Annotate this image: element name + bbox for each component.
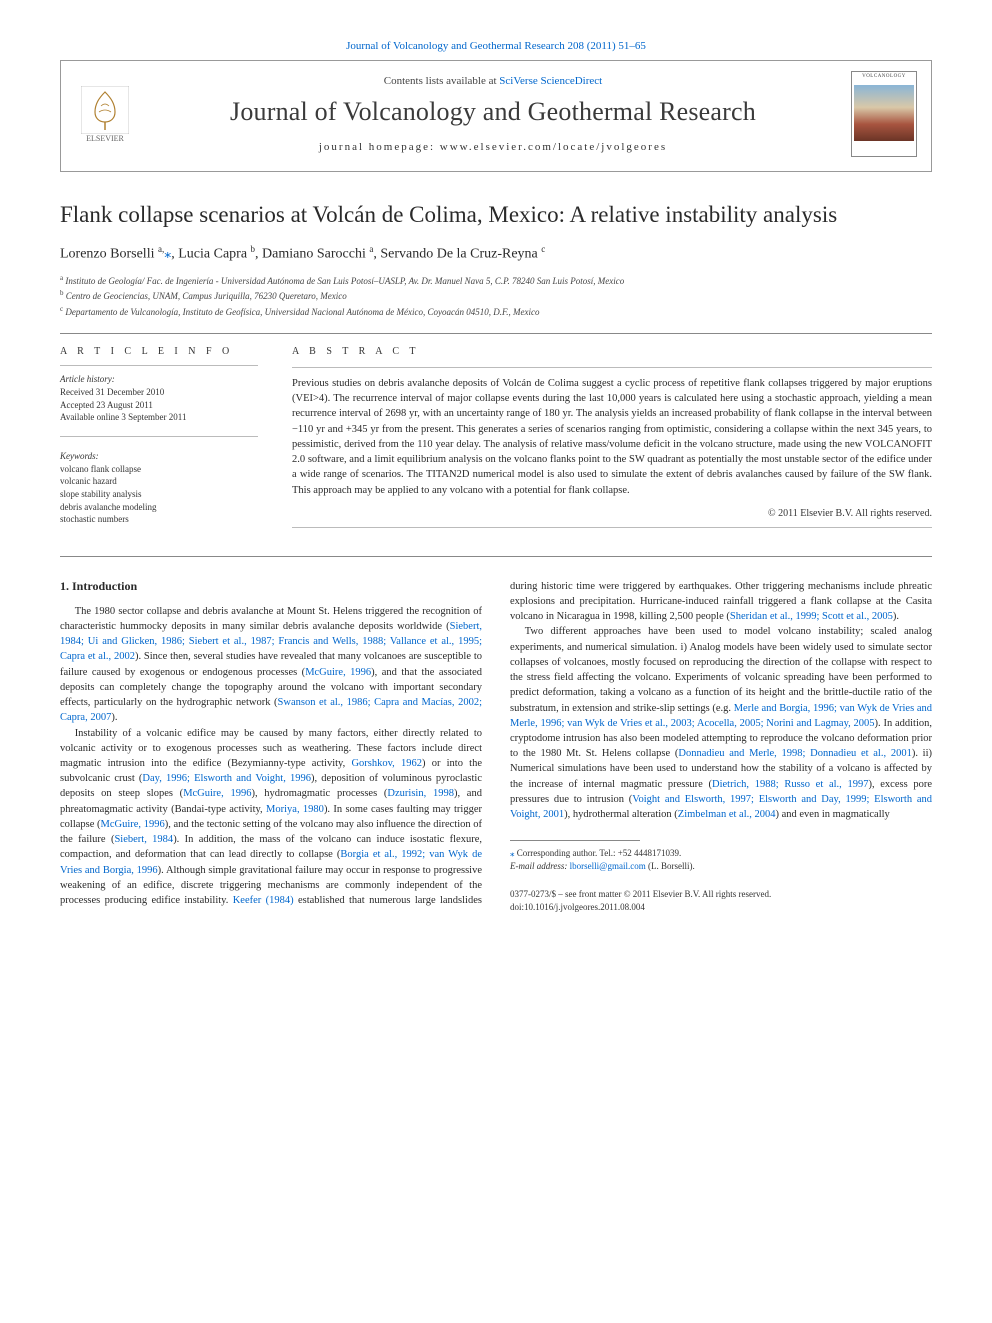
divider xyxy=(292,367,932,368)
divider xyxy=(60,333,932,334)
contents-available-line: Contents lists available at SciVerse Sci… xyxy=(149,75,837,87)
abstract-label: A B S T R A C T xyxy=(292,346,932,357)
journal-cover-thumbnail: VOLCANOLOGY xyxy=(851,71,917,157)
journal-citation-link[interactable]: Journal of Volcanology and Geothermal Re… xyxy=(346,40,646,52)
scidirect-link[interactable]: SciVerse ScienceDirect xyxy=(499,75,602,87)
journal-title: Journal of Volcanology and Geothermal Re… xyxy=(149,97,837,127)
abstract-text: Previous studies on debris avalanche dep… xyxy=(292,376,932,498)
journal-homepage: journal homepage: www.elsevier.com/locat… xyxy=(149,141,837,153)
article-info-panel: A R T I C L E I N F O Article history: R… xyxy=(60,346,258,536)
affiliations: a Instituto de Geología/ Fac. de Ingenie… xyxy=(60,273,932,320)
footnote-divider xyxy=(510,840,640,841)
divider xyxy=(60,556,932,557)
history-received: Received 31 December 2010 xyxy=(60,386,258,399)
history-accepted: Accepted 23 August 2011 xyxy=(60,399,258,412)
corr-text: Corresponding author. Tel.: +52 44481710… xyxy=(517,848,682,858)
star-icon: ⁎ xyxy=(510,848,515,858)
keyword: volcano flank collapse xyxy=(60,463,258,476)
cover-image-placeholder xyxy=(854,85,914,141)
divider xyxy=(60,365,258,366)
keywords-heading: Keywords: xyxy=(60,451,258,461)
journal-citation-line: Journal of Volcanology and Geothermal Re… xyxy=(60,40,932,52)
journal-header: ELSEVIER Contents lists available at Sci… xyxy=(60,60,932,172)
email-label: E-mail address: xyxy=(510,861,570,871)
section-heading: 1. Introduction xyxy=(60,579,482,594)
article-info-label: A R T I C L E I N F O xyxy=(60,346,258,357)
divider xyxy=(60,436,258,437)
email-link[interactable]: lborselli@gmail.com xyxy=(570,861,646,871)
publisher-name: ELSEVIER xyxy=(86,134,124,143)
article-title: Flank collapse scenarios at Volcán de Co… xyxy=(60,200,932,230)
elsevier-tree-icon xyxy=(81,86,129,134)
keyword: stochastic numbers xyxy=(60,513,258,526)
doi-line: doi:10.1016/j.jvolgeores.2011.08.004 xyxy=(510,901,932,914)
affiliation-line: b Centro de Geociencias, UNAM, Campus Ju… xyxy=(60,288,932,304)
corresponding-author-footnote: ⁎ Corresponding author. Tel.: +52 444817… xyxy=(510,847,932,860)
publisher-logo: ELSEVIER xyxy=(75,79,135,149)
journal-header-center: Contents lists available at SciVerse Sci… xyxy=(149,75,837,153)
keyword: debris avalanche modeling xyxy=(60,501,258,514)
issn-line: 0377-0273/$ – see front matter © 2011 El… xyxy=(510,888,932,901)
email-footnote: E-mail address: lborselli@gmail.com (L. … xyxy=(510,860,932,873)
divider xyxy=(292,527,932,528)
email-suffix: (L. Borselli). xyxy=(646,861,695,871)
cover-tag: VOLCANOLOGY xyxy=(862,74,906,79)
article-body: 1. Introduction The 1980 sector collapse… xyxy=(60,579,932,914)
authors-line: Lorenzo Borselli a,⁎, Lucia Capra b, Dam… xyxy=(60,244,932,263)
keyword: volcanic hazard xyxy=(60,475,258,488)
history-heading: Article history: xyxy=(60,374,258,384)
keyword: slope stability analysis xyxy=(60,488,258,501)
history-online: Available online 3 September 2011 xyxy=(60,411,258,424)
footnotes-block: ⁎ Corresponding author. Tel.: +52 444817… xyxy=(510,840,932,913)
body-paragraph: The 1980 sector collapse and debris aval… xyxy=(60,604,482,726)
abstract-copyright: © 2011 Elsevier B.V. All rights reserved… xyxy=(292,508,932,519)
abstract-panel: A B S T R A C T Previous studies on debr… xyxy=(292,346,932,536)
body-paragraph: Two different approaches have been used … xyxy=(510,624,932,822)
contents-prefix: Contents lists available at xyxy=(384,75,499,87)
affiliation-line: a Instituto de Geología/ Fac. de Ingenie… xyxy=(60,273,932,289)
affiliation-line: c Departamento de Vulcanología, Institut… xyxy=(60,304,932,320)
